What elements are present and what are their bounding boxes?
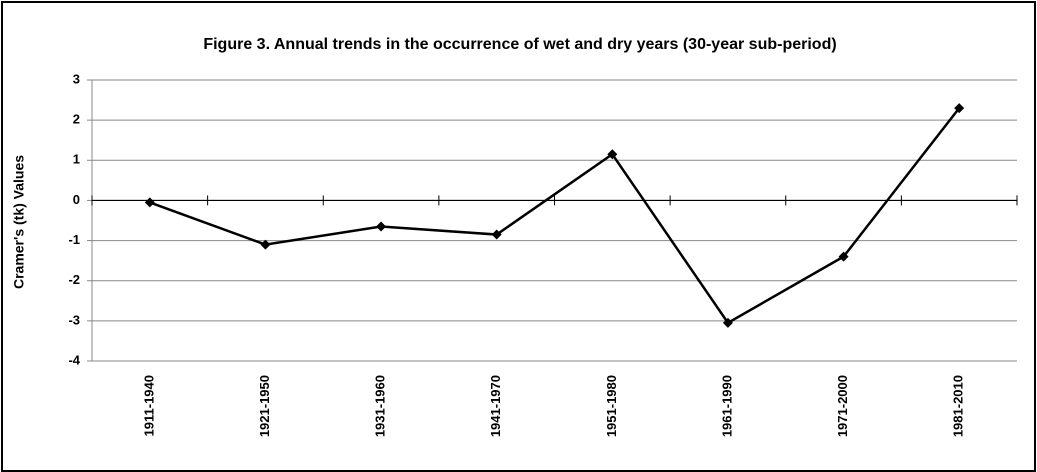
marker — [954, 103, 965, 114]
x-tick-label: 1941-1970 — [488, 375, 503, 437]
y-tick-label: 1 — [73, 152, 80, 167]
marker — [838, 251, 849, 262]
x-tick-label: 1971-2000 — [835, 375, 850, 437]
x-tick-label: 1951-1980 — [604, 375, 619, 437]
x-tick-label: 1981-2010 — [951, 375, 966, 437]
marker — [491, 229, 502, 240]
x-tick-label: 1961-1990 — [719, 375, 734, 437]
x-tick-label: 1911-1940 — [141, 375, 156, 436]
y-tick-label: -4 — [68, 352, 80, 367]
chart-title: Figure 3. Annual trends in the occurrenc… — [203, 36, 837, 53]
y-tick-label: 2 — [73, 112, 80, 127]
marker — [260, 239, 271, 250]
y-tick-label: -1 — [68, 232, 80, 247]
y-tick-label: -2 — [68, 272, 80, 287]
y-tick-label: -3 — [68, 312, 80, 327]
x-tick-label: 1931-1960 — [373, 375, 388, 437]
marker — [144, 197, 155, 208]
marker — [607, 149, 618, 160]
y-axis-label: Cramer's (tk) Values — [11, 155, 27, 289]
marker — [376, 221, 387, 232]
line — [149, 107, 961, 325]
y-tick-label: 0 — [73, 192, 80, 207]
marker — [722, 317, 733, 328]
x-tick-label: 1921-1950 — [257, 375, 272, 437]
y-tick-label: 3 — [73, 71, 80, 86]
